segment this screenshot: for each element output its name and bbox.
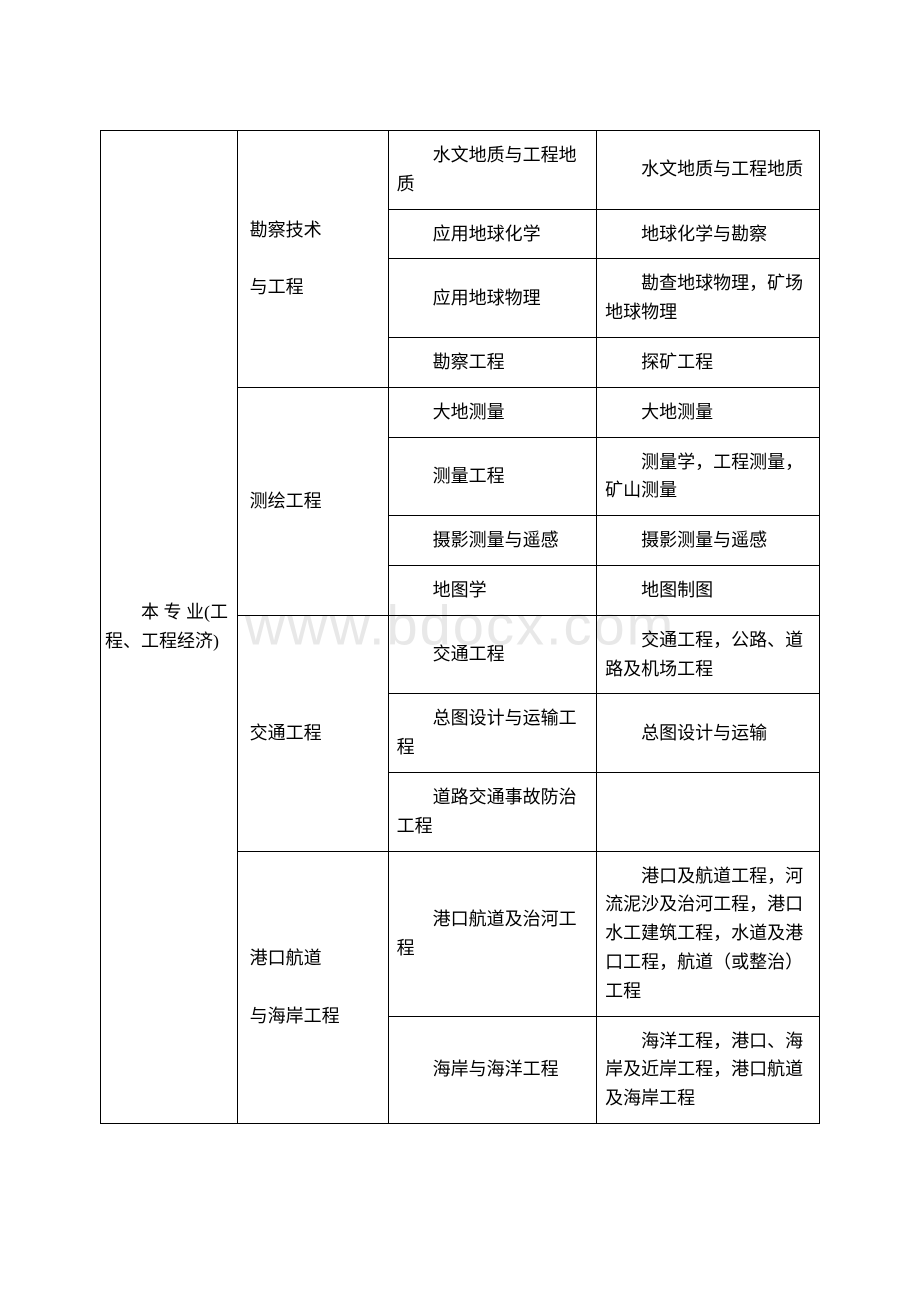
cell: 交通工程 bbox=[388, 615, 597, 694]
cell-text: 应用地球物理 bbox=[397, 284, 589, 313]
cell: 地球化学与勘察 bbox=[597, 209, 820, 259]
cell: 港口航道及治河工程 bbox=[388, 851, 597, 1016]
cell-text: 摄影测量与遥感 bbox=[397, 526, 589, 555]
cell: 探矿工程 bbox=[597, 337, 820, 387]
cell-text: 勘察技术 bbox=[250, 220, 322, 240]
cell-text: 港口航道及治河工程 bbox=[397, 905, 589, 963]
cell: 总图设计与运输工程 bbox=[388, 694, 597, 773]
cell: 道路交通事故防治工程 bbox=[388, 772, 597, 851]
cell: 海洋工程，港口、海岸及近岸工程，港口航道及海岸工程 bbox=[597, 1016, 820, 1123]
cell: 港口及航道工程，河流泥沙及治河工程，港口水工建筑工程，水道及港口工程，航道（或整… bbox=[597, 851, 820, 1016]
cell-text: 大地测量 bbox=[605, 398, 811, 427]
cell-text: 水文地质与工程地质 bbox=[397, 141, 589, 199]
cell: 水文地质与工程地质 bbox=[597, 131, 820, 210]
cell: 海岸与海洋工程 bbox=[388, 1016, 597, 1123]
subcategory-cell: 港口航道 与海岸工程 bbox=[237, 851, 388, 1123]
cell: 地图制图 bbox=[597, 565, 820, 615]
cell: 勘察工程 bbox=[388, 337, 597, 387]
cell-text: 道路交通事故防治工程 bbox=[397, 783, 589, 841]
cell-text: 海岸与海洋工程 bbox=[397, 1055, 589, 1084]
cell-text: 地球化学与勘察 bbox=[605, 220, 811, 249]
cell: 勘查地球物理，矿场地球物理 bbox=[597, 259, 820, 338]
cell-text: 交通工程，公路、道路及机场工程 bbox=[605, 626, 811, 684]
cell-text: 探矿工程 bbox=[605, 348, 811, 377]
cell-text: 交通工程 bbox=[397, 640, 589, 669]
cell-text: 海洋工程，港口、海岸及近岸工程，港口航道及海岸工程 bbox=[605, 1027, 811, 1113]
cell: 总图设计与运输 bbox=[597, 694, 820, 773]
cell: 大地测量 bbox=[388, 387, 597, 437]
cell-text: 应用地球化学 bbox=[397, 220, 589, 249]
cell-text: 总图设计与运输工程 bbox=[397, 704, 589, 762]
cell-text: 与海岸工程 bbox=[250, 1006, 340, 1026]
cell-text: 港口及航道工程，河流泥沙及治河工程，港口水工建筑工程，水道及港口工程，航道（或整… bbox=[605, 862, 811, 1006]
cell: 大地测量 bbox=[597, 387, 820, 437]
subcategory-cell: 勘察技术 与工程 bbox=[237, 131, 388, 388]
cell-text: 测绘工程 bbox=[250, 491, 322, 511]
cell-text: 测量学，工程测量，矿山测量 bbox=[605, 448, 811, 506]
cell: 应用地球物理 bbox=[388, 259, 597, 338]
cell-text: 本 专 业(工程、工程经济) bbox=[105, 598, 233, 656]
cell: 测量学，工程测量，矿山测量 bbox=[597, 437, 820, 516]
cell-text: 摄影测量与遥感 bbox=[605, 526, 811, 555]
cell: 水文地质与工程地质 bbox=[388, 131, 597, 210]
table-row: 本 专 业(工程、工程经济) 勘察技术 与工程 水文地质与工程地质 水文地质与工… bbox=[101, 131, 820, 210]
category-cell: 本 专 业(工程、工程经济) bbox=[101, 131, 238, 1124]
cell: 摄影测量与遥感 bbox=[597, 516, 820, 566]
cell: 摄影测量与遥感 bbox=[388, 516, 597, 566]
cell-text: 大地测量 bbox=[397, 398, 589, 427]
specialty-table: 本 专 业(工程、工程经济) 勘察技术 与工程 水文地质与工程地质 水文地质与工… bbox=[100, 130, 820, 1124]
cell: 地图学 bbox=[388, 565, 597, 615]
cell bbox=[597, 772, 820, 851]
cell-text: 水文地质与工程地质 bbox=[605, 155, 811, 184]
cell-text: 港口航道 bbox=[250, 948, 322, 968]
cell-text: 地图制图 bbox=[605, 576, 811, 605]
cell-text: 地图学 bbox=[397, 576, 589, 605]
subcategory-cell: 交通工程 bbox=[237, 615, 388, 851]
cell: 交通工程，公路、道路及机场工程 bbox=[597, 615, 820, 694]
cell-text: 勘查地球物理，矿场地球物理 bbox=[605, 269, 811, 327]
cell: 应用地球化学 bbox=[388, 209, 597, 259]
cell-text: 与工程 bbox=[250, 277, 304, 297]
subcategory-cell: 测绘工程 bbox=[237, 387, 388, 615]
cell-text: 勘察工程 bbox=[397, 348, 589, 377]
cell-text: 测量工程 bbox=[397, 462, 589, 491]
cell: 测量工程 bbox=[388, 437, 597, 516]
cell-text: 交通工程 bbox=[250, 723, 322, 743]
cell-text: 总图设计与运输 bbox=[605, 719, 811, 748]
